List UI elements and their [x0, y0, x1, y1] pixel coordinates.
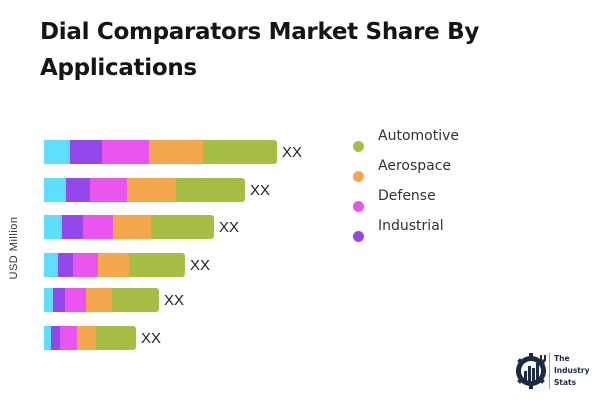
stacked-bar: [44, 326, 136, 350]
bar-segment-automotive: [176, 178, 245, 202]
stacked-bar: [44, 178, 245, 202]
bar-segment-unlabeled-cyan: [44, 215, 62, 239]
legend-label: Aerospace: [378, 158, 452, 174]
logo-line-3: Stats: [554, 378, 577, 387]
bar-value-label: XX: [190, 257, 211, 274]
bar-chart: XX XX XX XX XX XX: [44, 140, 303, 350]
bar-segment-unlabeled-cyan: [44, 178, 66, 202]
legend-label: Industrial: [378, 218, 444, 234]
bar-segment-industrial: [70, 140, 102, 164]
bar-segment-defense: [90, 178, 127, 202]
logo-line-2: Industry: [554, 366, 590, 375]
gear-wrench-chart-icon: [516, 353, 547, 389]
bar-segment-industrial: [66, 178, 90, 202]
bar-value-label: XX: [219, 219, 240, 236]
legend-label: Defense: [378, 188, 436, 204]
bar-segment-aerospace: [98, 253, 129, 277]
stacked-bar: [44, 288, 159, 312]
brand-logo: The Industry Stats: [513, 350, 598, 392]
bar-segment-automotive: [151, 215, 214, 239]
bar-segment-automotive: [203, 140, 277, 164]
chart-title: Dial Comparators Market Share By Applica…: [40, 19, 480, 81]
bar-segment-industrial: [51, 326, 60, 350]
bar-segment-automotive: [112, 288, 159, 312]
bar-segment-defense: [60, 326, 77, 350]
bar-segment-defense: [73, 253, 98, 277]
bar-segment-industrial: [53, 288, 65, 312]
bar-segment-aerospace: [127, 178, 176, 202]
bar-segment-automotive: [96, 326, 136, 350]
bar-segment-industrial: [62, 215, 83, 239]
bar-segment-aerospace: [86, 288, 112, 312]
bar-segment-defense: [102, 140, 149, 164]
bar-segment-unlabeled-cyan: [44, 288, 53, 312]
stacked-bar: [44, 140, 277, 164]
legend-dot-icon: [353, 141, 364, 152]
legend-dot-icon: [353, 171, 364, 182]
bar-segment-automotive: [129, 253, 185, 277]
bar-segment-aerospace: [77, 326, 96, 350]
bar-segment-aerospace: [149, 140, 203, 164]
bar-segment-unlabeled-cyan: [44, 140, 70, 164]
legend-dot-icon: [353, 231, 364, 242]
bar-segment-aerospace: [113, 215, 151, 239]
logo-divider: [549, 353, 550, 389]
logo-line-1: The: [554, 354, 570, 363]
bar-value-label: XX: [282, 144, 303, 161]
bar-value-label: XX: [250, 182, 271, 199]
bar-segment-unlabeled-cyan: [44, 326, 51, 350]
legend-dot-icon: [353, 201, 364, 212]
stacked-bar: [44, 253, 185, 277]
bar-segment-defense: [83, 215, 113, 239]
logo-text: The Industry Stats: [554, 353, 589, 389]
bar-segment-industrial: [58, 253, 73, 277]
bar-segment-unlabeled-cyan: [44, 253, 58, 277]
bar-value-label: XX: [164, 292, 185, 309]
stacked-bar: [44, 215, 214, 239]
legend-label: Automotive: [378, 128, 459, 144]
bar-segment-defense: [65, 288, 86, 312]
bar-value-label: XX: [141, 330, 162, 347]
